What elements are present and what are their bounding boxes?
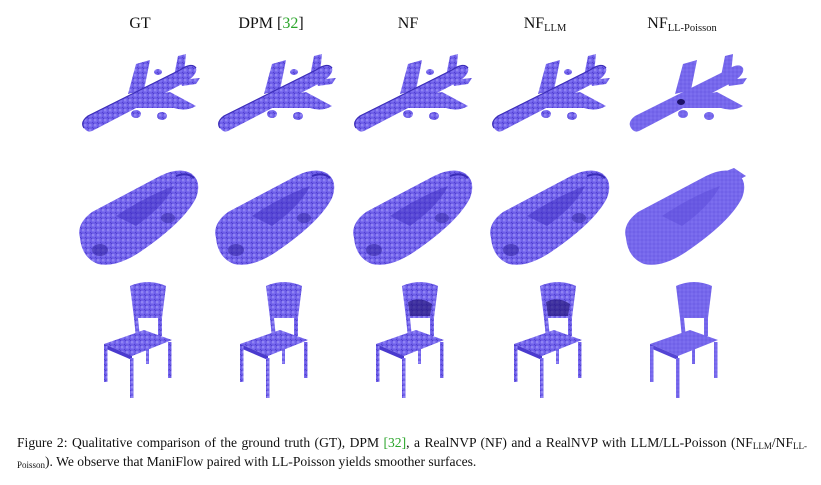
- column-header-nf: NF: [397, 15, 419, 32]
- chair-dpm: [240, 282, 308, 398]
- chair-nf-llm: [514, 282, 582, 398]
- car-nf-ll-poisson: [625, 168, 746, 265]
- airplane-dpm: [218, 53, 337, 133]
- figure-caption: Figure 2: Qualitative comparison of the …: [17, 435, 807, 470]
- airplane-nf-ll-poisson: [629, 54, 747, 132]
- column-header-gt: GT: [129, 15, 151, 32]
- citation-link[interactable]: 32: [282, 15, 299, 32]
- airplane-gt: [82, 53, 201, 133]
- airplane-nf: [354, 53, 473, 133]
- chair-gt: [104, 282, 172, 398]
- chair-nf-ll-poisson: [650, 282, 718, 398]
- citation-link[interactable]: [32]: [383, 435, 407, 450]
- car-nf: [352, 169, 474, 266]
- column-header-nf-ll-poisson: NFLL-Poisson: [647, 15, 717, 34]
- chair-nf: [376, 282, 444, 398]
- car-gt: [78, 169, 200, 266]
- figure-label: Figure 2:: [17, 435, 68, 450]
- car-dpm: [214, 169, 336, 266]
- airplane-nf-llm: [492, 53, 611, 133]
- column-header-nf-llm: NFLLM: [523, 15, 567, 34]
- column-header-dpm: DPM [32]: [238, 15, 304, 32]
- car-nf-llm: [489, 169, 611, 266]
